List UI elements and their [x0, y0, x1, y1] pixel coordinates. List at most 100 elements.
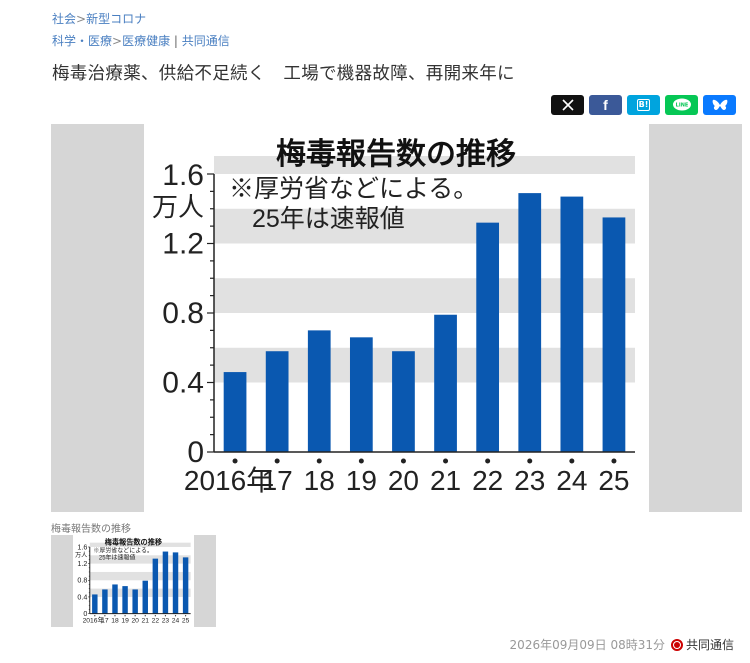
bar-25 [182, 557, 189, 614]
x-tick-label: 24 [172, 618, 180, 625]
page-title: 梅毒治療薬、供給不足続く 工場で機器故障、再開来年に [52, 64, 515, 84]
source-credit: 共同通信 [670, 636, 734, 653]
bar-20 [392, 351, 415, 452]
x-tick-dot [174, 615, 177, 617]
x-tick-label: 19 [121, 618, 129, 625]
x-tick-label: 23 [162, 618, 170, 625]
share-hatena-button[interactable]: B! [627, 95, 660, 115]
bar-23 [518, 193, 542, 453]
x-tick-label: 17 [262, 465, 293, 496]
x-tick-dot [400, 458, 406, 464]
hatena-bookmark-icon: B! [636, 99, 651, 111]
x-tick-dot [134, 615, 136, 617]
chart-note-line1: ※厚労省などによる。 [93, 546, 153, 554]
share-bar: f B! LINE [551, 95, 736, 115]
bar-25 [602, 217, 626, 452]
breadcrumb-subcategory: 科学・医療>医療健康 | 共同通信 [52, 32, 230, 49]
bar-17 [265, 351, 289, 452]
y-tick-label: 0 [83, 610, 87, 618]
y-unit-value: 1.6 [77, 544, 87, 552]
bar-21 [142, 580, 148, 614]
x-tick-dot [527, 458, 533, 464]
x-tick-label: 23 [514, 465, 545, 496]
y-tick-label: 0.4 [162, 367, 204, 400]
breadcrumb-category: 社会>新型コロナ [52, 10, 146, 27]
bar-18 [307, 330, 331, 452]
bar-23 [162, 551, 169, 614]
chart-note-line2: 25年は速報値 [252, 205, 405, 233]
y-unit-label: 万人 [152, 192, 204, 222]
breadcrumb-link-kyodo[interactable]: 共同通信 [181, 34, 230, 48]
x-tick-label: 18 [111, 618, 119, 625]
x-tick-dot [611, 458, 617, 464]
y-tick-label: 0.8 [162, 297, 204, 330]
image-caption: 梅毒報告数の推移 [51, 524, 131, 535]
x-tick-dot [358, 458, 364, 464]
line-icon-text: LINE [675, 103, 688, 109]
x-tick-dot [185, 615, 187, 617]
chart-title: 梅毒報告数の推移 [276, 138, 516, 171]
bar-21 [434, 314, 457, 452]
share-facebook-button[interactable]: f [589, 95, 622, 115]
chart-grid-band [89, 542, 191, 547]
x-tick-dot [232, 458, 238, 464]
figure-thumbnail[interactable]: 0 0.4 0.8 1.2 1.6 万人 2016年 17 18 19 20 21 22 23 24 25 梅毒… [51, 535, 216, 627]
x-tick-label: 19 [346, 465, 377, 496]
y-unit-label: 万人 [75, 552, 87, 559]
y-unit-value: 1.6 [162, 159, 204, 192]
publish-datetime: 2026年09月09日 08時31分 [509, 638, 665, 652]
chart-panel: 0 0.4 0.8 1.2 1.6 万人 2016年 17 18 19 20 21 22 23 24 25 梅毒… [144, 124, 649, 512]
chart-grid-band [214, 156, 635, 174]
breadcrumb-link-science[interactable]: 科学・医療 [52, 34, 113, 48]
breadcrumb-link-covid[interactable]: 新型コロナ [86, 12, 147, 26]
x-tick-dot [443, 458, 449, 464]
breadcrumb-divider: | [173, 34, 178, 48]
facebook-icon: f [603, 97, 608, 113]
y-tick-label: 1.2 [162, 228, 204, 261]
bar-22 [152, 558, 159, 614]
chart-grid-band [89, 571, 191, 581]
breadcrumb-separator: > [112, 34, 123, 48]
y-tick-label: 0.4 [77, 593, 87, 601]
bar-19 [122, 586, 128, 614]
y-tick-label: 0 [187, 436, 204, 469]
share-bluesky-button[interactable] [703, 95, 736, 115]
bar-19 [349, 337, 373, 452]
x-tick-dot [94, 615, 96, 617]
chart-grid-band [89, 588, 191, 597]
x-tick-label: 2016年 [184, 465, 274, 496]
bluesky-butterfly-icon [712, 99, 727, 110]
thumbnail-inner: 0 0.4 0.8 1.2 1.6 万人 2016年 17 18 19 20 21 22 23 24 25 梅毒… [73, 535, 194, 627]
bar-2016年 [223, 372, 247, 452]
x-tick-label: 25 [182, 618, 190, 625]
article-footer: 2026年09月09日 08時31分 共同通信 [510, 636, 734, 653]
x-tick-label: 18 [304, 465, 335, 496]
chart-note-line2: 25年は速報値 [99, 554, 136, 562]
share-x-button[interactable] [551, 95, 584, 115]
y-tick-label: 0.8 [77, 577, 87, 585]
chart-note-line1: ※厚労省などによる。 [229, 175, 478, 203]
kyodo-logo-icon [670, 638, 683, 651]
chart-title: 梅毒報告数の推移 [105, 538, 163, 547]
x-tick-label: 21 [430, 465, 461, 496]
x-logo-icon [561, 99, 574, 111]
breadcrumb-link-health[interactable]: 医療健康 [122, 34, 171, 48]
share-line-button[interactable]: LINE [665, 95, 698, 115]
chart-grid-band [89, 555, 191, 564]
breadcrumb-link-society[interactable]: 社会 [52, 12, 77, 26]
main-figure[interactable]: 0 0.4 0.8 1.2 1.6 万人 2016年 17 18 19 20 21 22 23 24 25 梅毒… [51, 124, 742, 512]
x-tick-label: 20 [131, 618, 139, 625]
x-tick-dot [154, 615, 156, 617]
x-tick-dot [569, 458, 575, 464]
source-name: 共同通信 [685, 638, 734, 652]
bar-18 [112, 584, 118, 614]
x-tick-dot [104, 615, 106, 617]
bar-22 [476, 222, 500, 452]
bar-20 [132, 589, 138, 614]
x-tick-label: 25 [598, 465, 629, 496]
x-tick-dot [124, 615, 126, 617]
bar-24 [172, 552, 179, 614]
bar-2016年 [92, 594, 98, 614]
